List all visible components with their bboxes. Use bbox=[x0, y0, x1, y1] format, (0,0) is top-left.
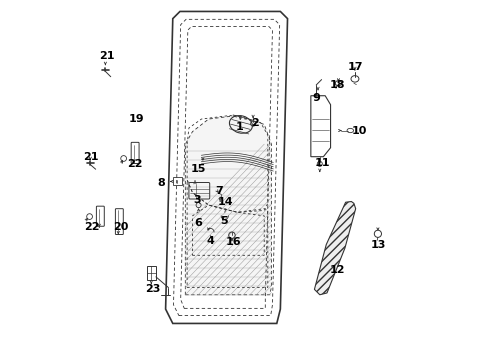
Text: 15: 15 bbox=[190, 163, 205, 174]
Text: 2: 2 bbox=[250, 118, 258, 128]
Text: 3: 3 bbox=[193, 195, 201, 205]
Text: 21: 21 bbox=[83, 152, 99, 162]
Text: 10: 10 bbox=[351, 126, 366, 135]
Text: 13: 13 bbox=[369, 240, 385, 250]
Text: 23: 23 bbox=[145, 284, 161, 294]
Text: 21: 21 bbox=[99, 51, 114, 61]
Text: 14: 14 bbox=[218, 197, 233, 207]
Text: 8: 8 bbox=[157, 178, 165, 188]
Text: 4: 4 bbox=[206, 236, 214, 246]
Text: 9: 9 bbox=[312, 93, 320, 103]
Text: 5: 5 bbox=[220, 216, 228, 226]
Text: 17: 17 bbox=[346, 62, 362, 72]
Text: 11: 11 bbox=[314, 158, 330, 168]
Polygon shape bbox=[185, 116, 271, 295]
Text: 12: 12 bbox=[328, 265, 344, 275]
Text: 16: 16 bbox=[225, 237, 241, 247]
Text: 6: 6 bbox=[194, 218, 202, 228]
Text: 22: 22 bbox=[127, 159, 142, 169]
Text: 18: 18 bbox=[328, 80, 344, 90]
Text: 22: 22 bbox=[84, 222, 100, 232]
Text: 7: 7 bbox=[215, 186, 223, 197]
Bar bbox=[147, 266, 156, 280]
Text: 20: 20 bbox=[113, 222, 128, 232]
Polygon shape bbox=[314, 202, 355, 295]
Text: 1: 1 bbox=[235, 122, 243, 132]
Text: 19: 19 bbox=[129, 114, 144, 124]
